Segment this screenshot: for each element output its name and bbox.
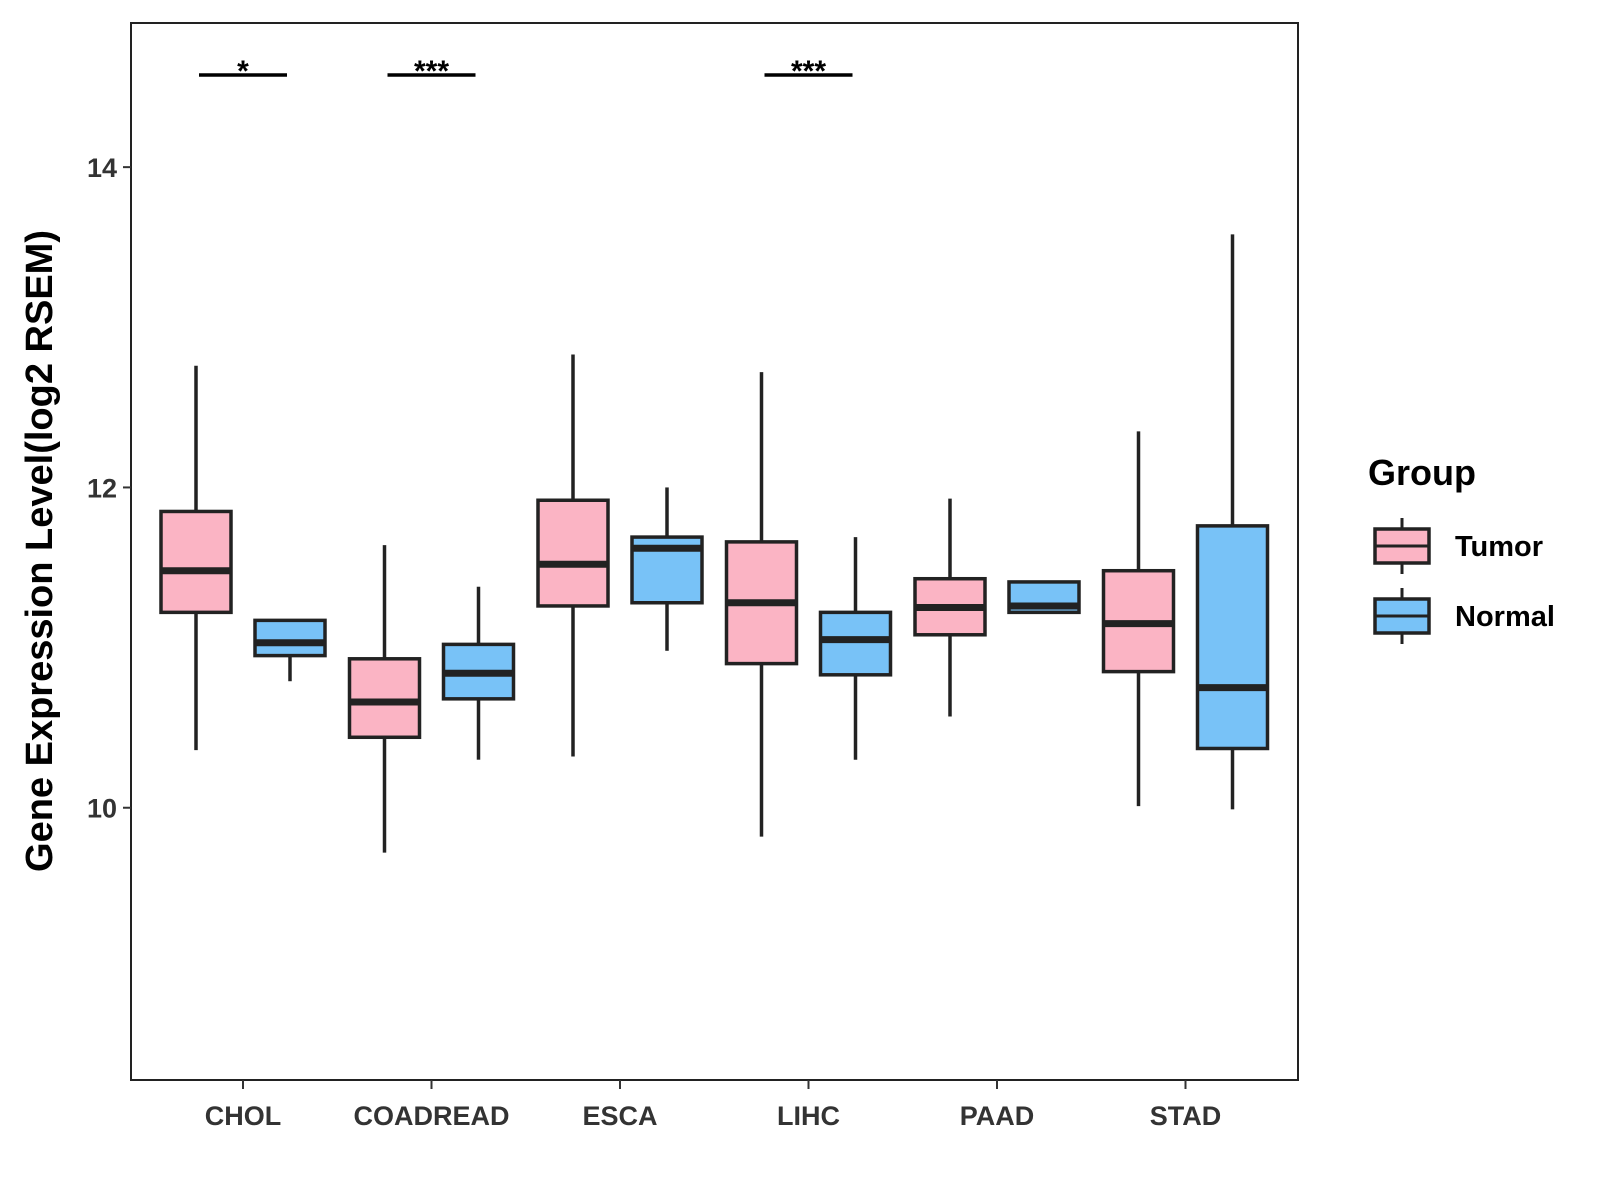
- x-tick-label: CHOL: [205, 1101, 282, 1131]
- x-axis: CHOL COADREAD ESCA LIHC PAAD STAD: [205, 1080, 1222, 1131]
- box-body: [536, 498, 610, 608]
- box-normal-stad: [1195, 234, 1270, 810]
- significance-label: *: [237, 55, 249, 88]
- y-tick-label: 14: [87, 153, 117, 183]
- box-body: [347, 657, 422, 740]
- box-tumor-stad: [1101, 431, 1176, 807]
- legend-item-tumor: Tumor: [1373, 518, 1543, 574]
- significance-label: ***: [791, 55, 826, 88]
- box-normal-chol: [253, 618, 327, 682]
- box-normal-paad: [1007, 580, 1081, 615]
- x-tick-label: STAD: [1150, 1101, 1222, 1131]
- box-body: [159, 509, 233, 615]
- box-tumor-coadread: [347, 545, 422, 853]
- legend-label: Normal: [1455, 601, 1555, 633]
- legend-item-normal: Normal: [1373, 588, 1555, 644]
- x-tick-label: ESCA: [582, 1101, 657, 1131]
- legend: Group Tumor Normal: [1368, 452, 1555, 644]
- box-tumor-esca: [536, 354, 610, 757]
- box-tumor-lihc: [724, 372, 799, 837]
- x-tick-label: PAAD: [960, 1101, 1035, 1131]
- significance-annotations: * *** ***: [199, 55, 853, 88]
- legend-title: Group: [1368, 452, 1476, 493]
- box-tumor-paad: [913, 498, 987, 717]
- box-body: [1195, 524, 1270, 751]
- y-axis: 10 12 14: [87, 153, 131, 824]
- box-normal-coadread: [441, 586, 516, 760]
- y-axis-title: Gene Expression Level(log2 RSEM): [19, 230, 61, 872]
- y-tick-label: 10: [87, 794, 117, 824]
- plot-panel: [130, 22, 1299, 1081]
- box-body: [818, 610, 893, 677]
- box-series-group: [159, 234, 1270, 853]
- x-tick-label: COADREAD: [353, 1101, 509, 1131]
- box-body: [253, 618, 327, 658]
- box-tumor-chol: [159, 365, 233, 751]
- box-normal-esca: [630, 487, 704, 651]
- legend-label: Tumor: [1455, 531, 1543, 563]
- y-tick-label: 12: [87, 473, 117, 503]
- box-normal-lihc: [818, 537, 893, 760]
- x-tick-label: LIHC: [777, 1101, 840, 1131]
- significance-label: ***: [414, 55, 449, 88]
